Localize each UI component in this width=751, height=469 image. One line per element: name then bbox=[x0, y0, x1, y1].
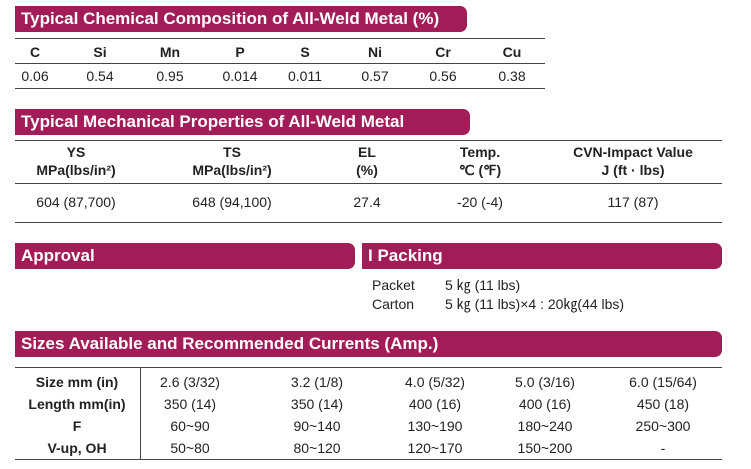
cell: Packet bbox=[372, 277, 415, 293]
header-cell: TS bbox=[223, 144, 241, 160]
header-cell: Length mm(in) bbox=[28, 396, 126, 412]
cell: 80~120 bbox=[293, 440, 341, 456]
header-cell: MPa(lbs/in²) bbox=[36, 162, 116, 178]
cell: 0.57 bbox=[361, 68, 389, 84]
header-cell: (%) bbox=[356, 162, 378, 178]
cell: 4.0 (5/32) bbox=[405, 374, 465, 390]
section-banner: Typical Mechanical Properties of All-Wel… bbox=[15, 109, 470, 135]
header-cell: Mn bbox=[159, 44, 181, 60]
cell: 60~90 bbox=[170, 418, 210, 434]
header-cell: Temp. bbox=[459, 144, 501, 160]
cell: 400 (16) bbox=[518, 396, 572, 412]
cell: 0.56 bbox=[429, 68, 457, 84]
header-cell: CVN-Impact Value bbox=[573, 144, 693, 160]
header-cell: YS bbox=[66, 144, 86, 160]
cell: Carton bbox=[372, 296, 415, 312]
cell: 0.011 bbox=[288, 68, 322, 84]
cell: 90~140 bbox=[293, 418, 341, 434]
cell: 130~190 bbox=[407, 418, 463, 434]
cell: 5.0 (3/16) bbox=[515, 374, 575, 390]
cell: 6.0 (15/64) bbox=[629, 374, 697, 390]
section-banner: Sizes Available and Recommended Currents… bbox=[15, 331, 722, 357]
cell: 2.6 (3/32) bbox=[160, 374, 220, 390]
cell: 5 ㎏ (11 lbs) bbox=[445, 277, 521, 293]
cell: 450 (18) bbox=[636, 396, 690, 412]
cell: 50~80 bbox=[170, 440, 210, 456]
cell: 350 (14) bbox=[163, 396, 217, 412]
header-cell: Cu bbox=[502, 44, 522, 60]
header-cell: Ni bbox=[368, 44, 382, 60]
header-cell: ℃ (℉) bbox=[458, 162, 502, 178]
cell: 0.95 bbox=[156, 68, 184, 84]
cell: 400 (16) bbox=[408, 396, 462, 412]
header-cell: C bbox=[29, 44, 41, 60]
header-cell: J (ft · lbs) bbox=[601, 162, 665, 178]
header-cell: S bbox=[300, 44, 310, 60]
cell: 250~300 bbox=[635, 418, 691, 434]
header-cell: Size mm (in) bbox=[35, 374, 119, 390]
rule bbox=[15, 140, 722, 141]
rule bbox=[15, 367, 722, 368]
cell: 604 (87,700) bbox=[36, 194, 116, 210]
header-cell: MPa(lbs/in²) bbox=[192, 162, 272, 178]
header-cell: EL bbox=[358, 144, 376, 160]
cell: 27.4 bbox=[353, 194, 381, 210]
header-cell: F bbox=[72, 418, 82, 434]
cell: 648 (94,100) bbox=[192, 194, 272, 210]
cell: 117 (87) bbox=[607, 194, 659, 210]
cell: 120~170 bbox=[407, 440, 463, 456]
cell: 0.54 bbox=[86, 68, 114, 84]
cell: - bbox=[660, 440, 666, 456]
header-cell: V-up, OH bbox=[47, 440, 107, 456]
column-divider bbox=[140, 367, 141, 459]
rule bbox=[15, 459, 722, 460]
cell: 180~240 bbox=[517, 418, 573, 434]
cell: 350 (14) bbox=[290, 396, 344, 412]
section-banner: Approval bbox=[15, 243, 355, 269]
cell: 5 ㎏ (11 lbs)×4 : 20㎏(44 lbs) bbox=[445, 296, 625, 312]
rule bbox=[15, 222, 722, 223]
cell: 3.2 (1/8) bbox=[290, 374, 344, 390]
header-cell: Cr bbox=[435, 44, 451, 60]
section-banner: I Packing bbox=[362, 243, 722, 269]
cell: 0.06 bbox=[21, 68, 49, 84]
cell: 150~200 bbox=[517, 440, 573, 456]
rule bbox=[15, 88, 545, 89]
rule bbox=[15, 183, 722, 184]
rule bbox=[15, 63, 545, 64]
header-cell: P bbox=[235, 44, 245, 60]
rule bbox=[15, 38, 545, 39]
cell: 0.014 bbox=[222, 68, 258, 84]
cell: 0.38 bbox=[498, 68, 526, 84]
section-banner: Typical Chemical Composition of All-Weld… bbox=[15, 6, 467, 32]
cell: -20 (-4) bbox=[457, 194, 503, 210]
header-cell: Si bbox=[93, 44, 107, 60]
